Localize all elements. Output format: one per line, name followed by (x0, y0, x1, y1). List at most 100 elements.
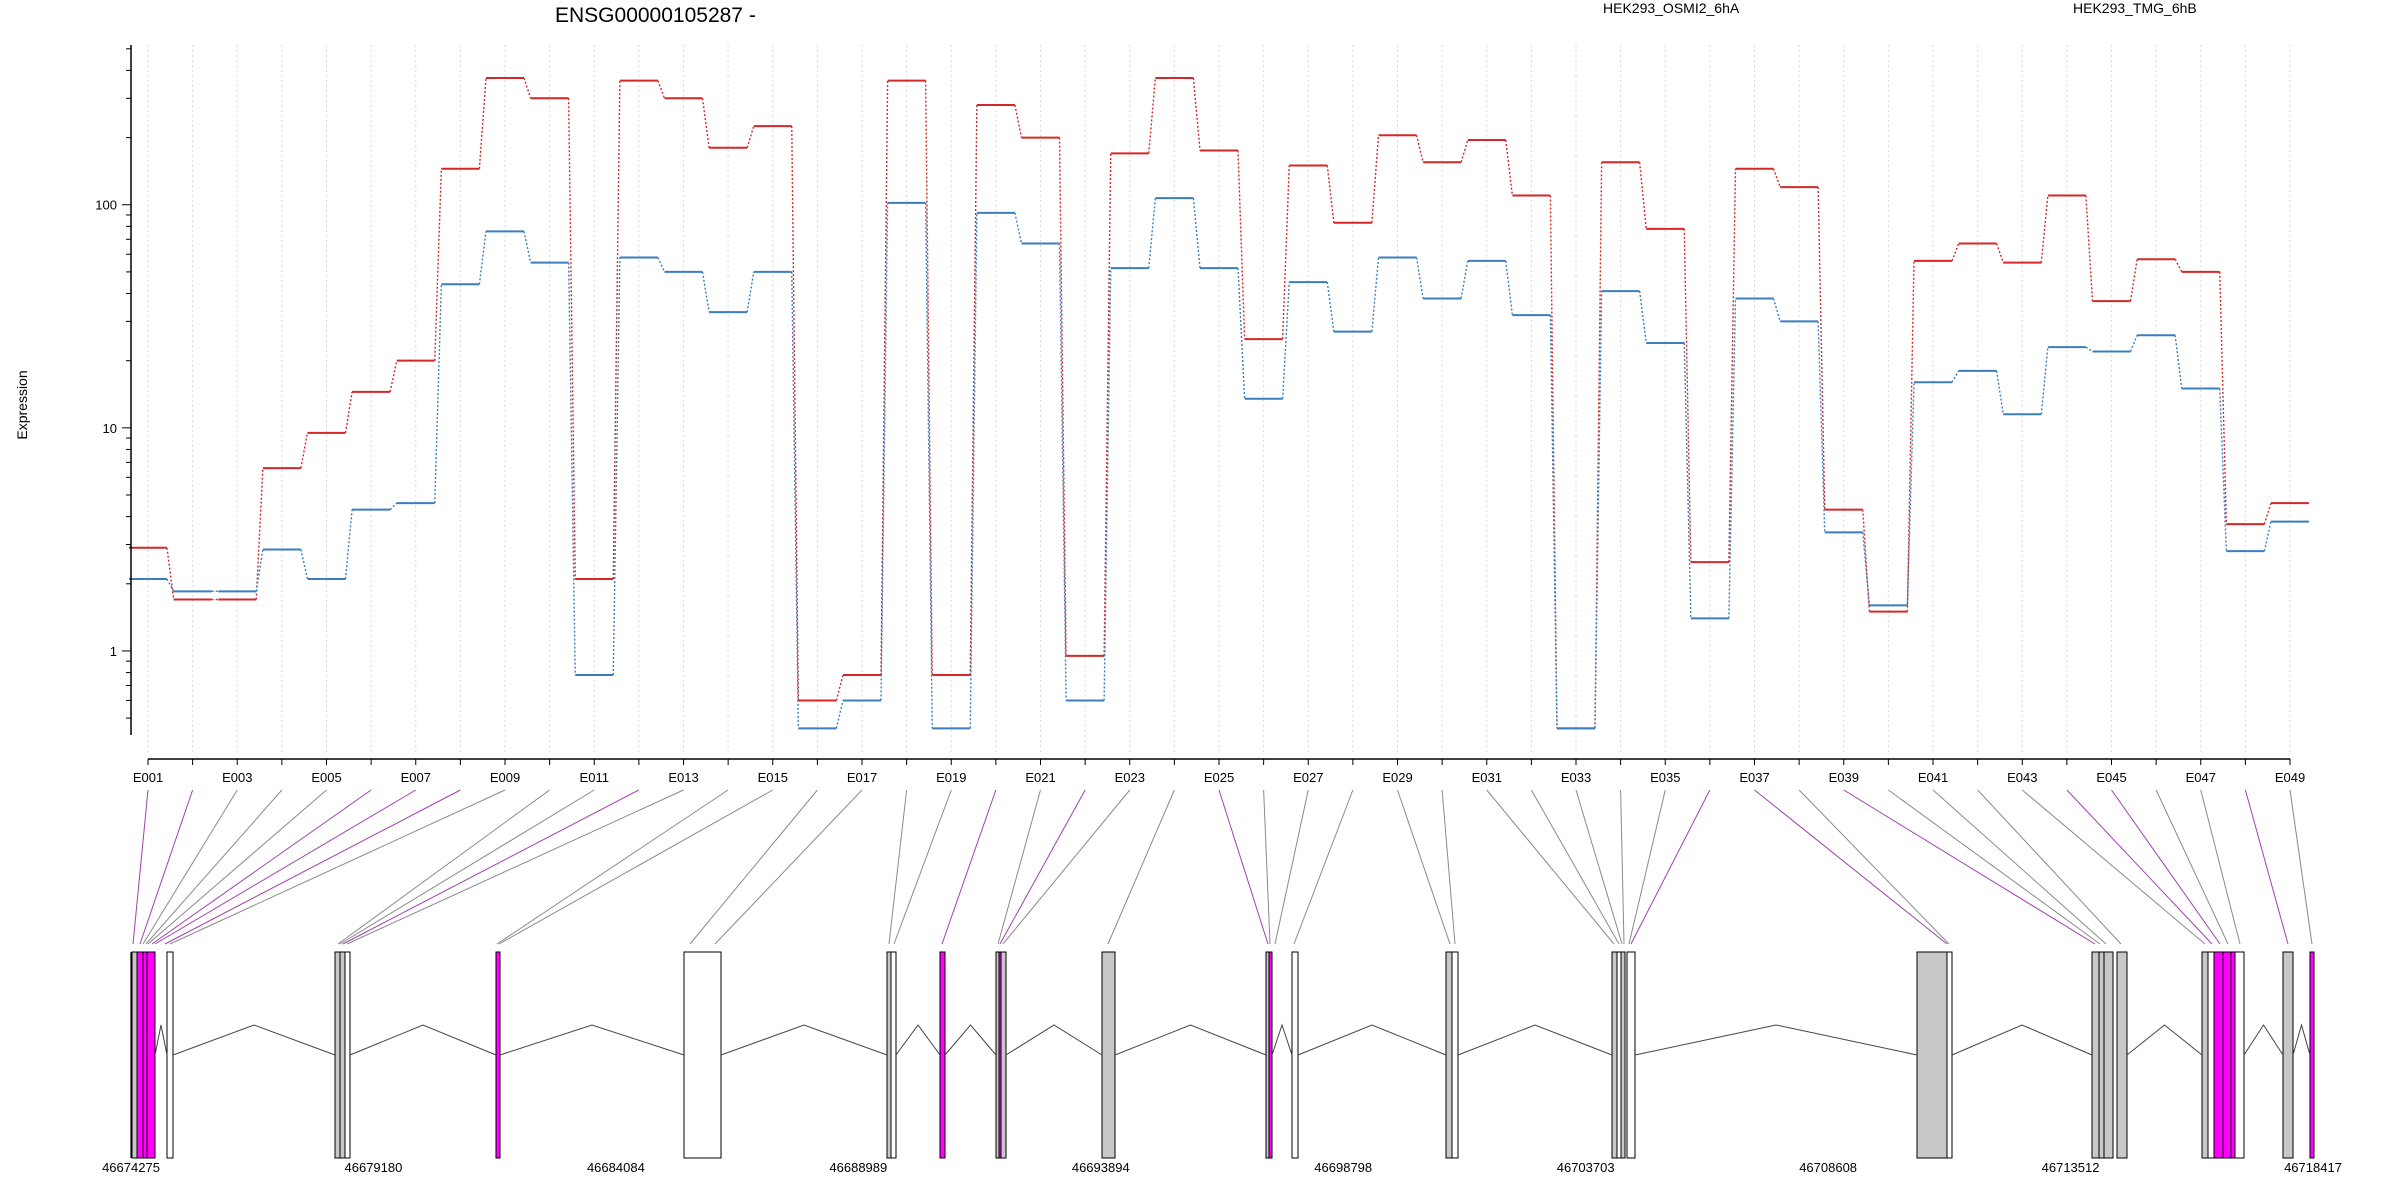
y-tick-label: 100 (95, 198, 117, 213)
connector-E007 (154, 789, 417, 945)
series-1-link-E021 (1058, 137, 1067, 656)
connector-E039 (1843, 789, 2096, 945)
series-2-link-E043 (2040, 347, 2049, 415)
series-2-link-E020 (1014, 212, 1023, 244)
intron-1 (154, 1024, 168, 1056)
genomic-coordinate-label: 46713512 (2042, 1160, 2100, 1175)
series-1-link-E003 (255, 468, 264, 600)
connector-E038 (1798, 789, 1950, 945)
connector-E006 (151, 789, 372, 945)
series-2-link-E047 (2219, 388, 2228, 552)
x-tick-label-E041: E041 (1918, 770, 1948, 785)
y-tick-label: 10 (103, 421, 117, 436)
connector-E023 (1002, 789, 1131, 945)
series-1-link-E038 (1817, 187, 1826, 510)
exon-block-19 (1268, 951, 1273, 1159)
series-2-link-E044 (2085, 346, 2093, 353)
exon-block-2 (136, 951, 144, 1159)
series-2-link-E022 (1103, 268, 1112, 701)
series-1-link-E045 (2129, 259, 2138, 302)
series-2-link-E027 (1326, 282, 1335, 332)
connector-E022 (999, 789, 1086, 945)
series-2-link-E011 (612, 257, 621, 676)
series-1-link-E048 (2263, 502, 2272, 525)
series-1-link-E010 (567, 98, 576, 580)
connector-E033 (1575, 789, 1623, 945)
connector-E004 (145, 789, 283, 945)
series-2-link-E016 (835, 700, 844, 729)
chart-title: ENSG00000105287 - (555, 4, 756, 27)
exon-block-29 (2091, 951, 2100, 1159)
series-1-link-E027 (1326, 165, 1335, 223)
series-1-link-E004 (300, 432, 309, 469)
connector-E036 (1630, 789, 1711, 945)
connector-E048 (2244, 789, 2289, 945)
series-2-link-E040 (1906, 382, 1915, 606)
x-tick-label-E049: E049 (2275, 770, 2305, 785)
connector-E026 (1263, 789, 1271, 945)
exon-block-4 (146, 951, 156, 1159)
series-1-link-E005 (344, 391, 353, 433)
series-2-link-E012 (657, 257, 666, 273)
series-1-link-E007 (434, 168, 443, 361)
series-2-link-E005 (344, 509, 353, 580)
series-1-link-E042 (1995, 243, 2004, 263)
series-2-link-E021 (1058, 243, 1067, 701)
series-1-link-E035 (1683, 228, 1692, 563)
x-tick-label-E045: E045 (2096, 770, 2126, 785)
connector-E028 (1293, 789, 1354, 945)
intron-7 (944, 1024, 997, 1056)
intron-14 (1951, 1024, 2093, 1056)
connector-E049 (2289, 789, 2313, 945)
series-1-link-E001 (166, 547, 175, 600)
legend-series-2: HEK293_TMG_6hB (2073, 0, 2197, 16)
series-2-link-E036 (1728, 298, 1737, 619)
series-1-link-E025 (1237, 150, 1246, 340)
exon-block-22 (1451, 951, 1459, 1159)
connector-E032 (1530, 789, 1620, 945)
series-1-link-E039 (1862, 509, 1871, 612)
exon-block-12 (890, 951, 897, 1159)
connector-E030 (1441, 789, 1456, 945)
x-tick-label-E013: E013 (668, 770, 698, 785)
exon-block-30 (2098, 951, 2105, 1159)
x-tick-label-E001: E001 (133, 770, 163, 785)
connector-E047 (2200, 789, 2241, 945)
connector-E005 (147, 789, 327, 945)
x-axis: E001 E003 E005 E007 E009 E011 E013 E015 E017 E019… (133, 758, 2305, 785)
series-1-link-E020 (1014, 104, 1023, 138)
series-2-link-E033 (1594, 291, 1603, 729)
connector-E037 (1754, 789, 1948, 945)
series-2-link-E026 (1281, 282, 1290, 399)
series-1-link-E006 (389, 360, 398, 392)
x-tick-label-E025: E025 (1204, 770, 1234, 785)
series-1 (129, 76, 2309, 730)
series-2-link-E006 (389, 502, 398, 511)
series-1-link-E044 (2085, 195, 2094, 302)
exon-block-24 (1616, 951, 1622, 1159)
connector-E001 (132, 789, 149, 945)
intron-8 (1005, 1024, 1103, 1056)
series-1-link-E024 (1192, 77, 1201, 151)
legend-series-1: HEK293_OSMI2_6hA (1603, 0, 1740, 16)
gene-model: 46674275 46679180 46684084 46688989 46693894… (102, 951, 2342, 1175)
exon-block-40 (2309, 951, 2315, 1159)
genomic-coordinate-label: 46679180 (345, 1160, 403, 1175)
connector-E042 (1977, 789, 2122, 945)
exon-block-11 (886, 951, 892, 1159)
series-2-link-E037 (1772, 298, 1781, 322)
connector-E003 (142, 789, 238, 945)
connector-E014 (496, 789, 729, 945)
series-2-link-E045 (2129, 334, 2138, 352)
genomic-coordinate-label: 46674275 (102, 1160, 160, 1175)
exon-block-16 (1000, 951, 1007, 1159)
connector-E012 (342, 789, 640, 945)
intron-4 (499, 1024, 685, 1056)
series-lines (129, 76, 2309, 730)
series-2-link-E014 (746, 271, 755, 313)
exon-block-36 (2222, 951, 2232, 1159)
series-2-link-E034 (1638, 291, 1647, 344)
series-1-link-E022 (1103, 153, 1112, 656)
connector-E035 (1628, 789, 1666, 945)
x-tick-label-E009: E009 (490, 770, 520, 785)
